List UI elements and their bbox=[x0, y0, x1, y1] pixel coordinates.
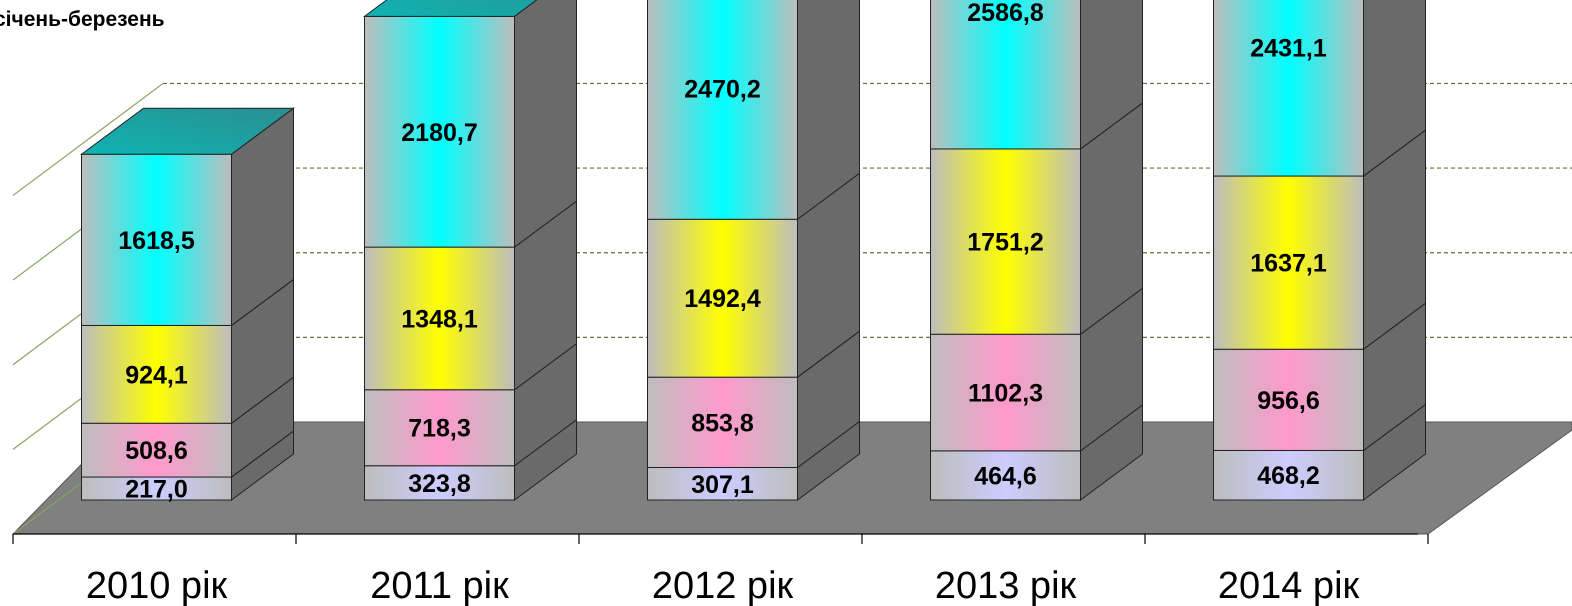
data-label: 853,8 bbox=[691, 409, 754, 437]
data-label: 1637,1 bbox=[1250, 250, 1327, 278]
data-label: 468,2 bbox=[1257, 462, 1320, 490]
bar-segment bbox=[1213, 449, 1364, 501]
data-label: 1751,2 bbox=[967, 229, 1043, 257]
data-label: 1618,5 bbox=[118, 227, 195, 255]
data-label: 1102,3 bbox=[968, 380, 1043, 408]
wall-diagonal-line bbox=[12, 82, 164, 196]
bar-segment bbox=[930, 333, 1081, 452]
bar-segment bbox=[930, 450, 1081, 501]
data-label: 2470,2 bbox=[684, 76, 760, 104]
bar-segment bbox=[647, 0, 798, 220]
data-label: 924,1 bbox=[125, 361, 188, 389]
x-tick-label: 2012 рік bbox=[652, 565, 794, 606]
data-label: 1492,4 bbox=[684, 285, 761, 313]
bar-side bbox=[797, 0, 860, 221]
bar-segment bbox=[81, 324, 232, 424]
data-label: 464,6 bbox=[974, 462, 1037, 490]
data-label: 718,3 bbox=[408, 415, 471, 443]
bar-side bbox=[514, 0, 577, 249]
data-label: 508,6 bbox=[125, 437, 188, 465]
bar-segment bbox=[364, 389, 515, 467]
bar-segment bbox=[647, 467, 798, 501]
bar-segment bbox=[1213, 348, 1364, 451]
bar-segment bbox=[364, 465, 515, 501]
bar-segment bbox=[364, 15, 515, 248]
x-tick-label: 2014 рік bbox=[1218, 565, 1360, 606]
data-label: 2586,8 bbox=[967, 0, 1044, 27]
period-label: січень-березень bbox=[0, 8, 165, 31]
bar-side bbox=[1363, 0, 1426, 178]
bar-segment bbox=[1213, 175, 1364, 350]
data-label: 307,1 bbox=[691, 471, 754, 499]
data-label: 217,0 bbox=[125, 476, 188, 504]
data-label: 1348,1 bbox=[401, 305, 478, 333]
bar-side bbox=[1080, 0, 1143, 150]
x-tick-label: 2010 рік bbox=[86, 565, 228, 606]
data-label: 956,6 bbox=[1257, 387, 1320, 415]
bar-top bbox=[362, 0, 538, 17]
data-label: 2180,7 bbox=[401, 119, 477, 147]
bar-segment bbox=[930, 148, 1081, 335]
bar-top bbox=[79, 107, 296, 155]
bar-segment bbox=[364, 246, 515, 391]
x-tick-label: 2011 рік bbox=[370, 565, 509, 606]
x-tick-label: 2013 рік bbox=[935, 565, 1077, 606]
data-label: 2431,1 bbox=[1250, 34, 1327, 62]
bar-segment bbox=[81, 153, 232, 326]
bar-segment bbox=[1213, 0, 1364, 177]
data-label: 323,8 bbox=[408, 470, 471, 498]
bar-segment bbox=[647, 218, 798, 378]
